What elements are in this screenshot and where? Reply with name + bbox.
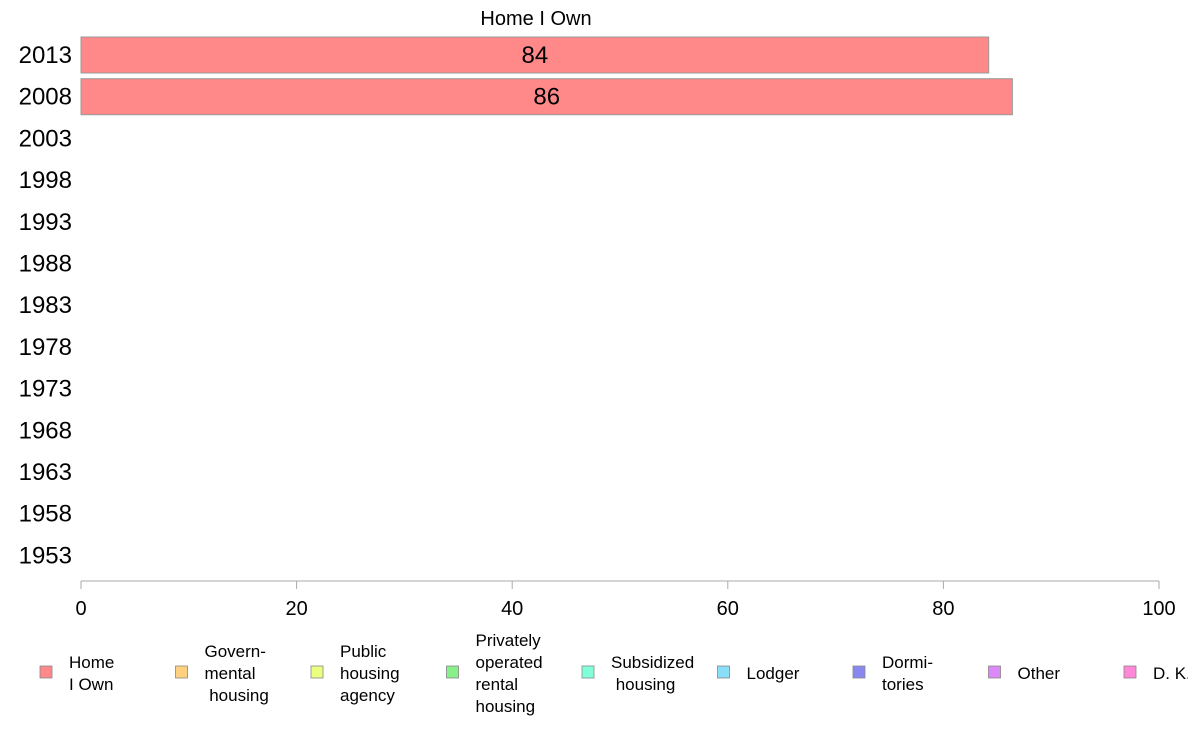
x-tick-label: 60 [717,598,739,620]
y-tick-label: 2008 [19,84,72,111]
legend: Home I Own Govern-mental housing Public hous… [39,631,1188,716]
bar [80,36,990,74]
y-tick-label: 1958 [19,501,72,528]
legend-label: Dormi-tories [882,653,933,694]
data-label: 86 [533,84,560,111]
legend-swatch [988,665,1001,679]
x-tick-label: 0 [75,598,86,620]
legend-swatch [310,665,324,679]
y-axis-labels: 2013 2008 2003 1998 1993 1988 1983 1978 1973 1968… [19,42,72,569]
legend-swatch [1123,665,1137,679]
y-tick-label: 1973 [19,376,72,403]
y-tick-label: 1998 [19,167,72,194]
x-tick-label: 100 [1142,598,1175,620]
y-tick-label: 2013 [19,42,72,69]
legend-label: D. K. [1153,664,1188,683]
legend-label: Lodger [747,664,800,683]
x-tick-label: 40 [501,598,523,620]
x-tick-label: 20 [285,598,307,620]
legend-swatch [39,665,53,679]
y-tick-label: 1978 [19,334,72,361]
chart-title: Home I Own [480,8,591,30]
legend-label: Home I Own [69,653,114,694]
legend-swatch [446,665,459,679]
legend-swatch [175,665,188,679]
bars-layer: 84 86 [80,36,1013,116]
y-tick-label: 1993 [19,209,72,236]
y-tick-label: 1963 [19,459,72,486]
legend-swatch [581,665,595,679]
x-tick-label: 80 [932,598,954,620]
y-tick-label: 1988 [19,251,72,278]
legend-label: Other [1018,664,1061,683]
legend-swatch [852,665,866,679]
y-tick-label: 1968 [19,417,72,444]
legend-label: Public housing agency [340,642,400,705]
x-axis: 0 20 40 60 80 100 [75,580,1176,620]
y-tick-label: 1953 [19,542,72,569]
legend-swatch [717,665,730,679]
legend-label: Subsidized housing [611,653,694,694]
legend-label: Privately operated rental housing [476,631,543,716]
y-tick-label: 2003 [19,125,72,152]
y-tick-label: 1983 [19,292,72,319]
bar [80,78,1013,116]
data-label: 84 [521,42,548,69]
legend-label: Govern-mental housing [205,642,269,705]
